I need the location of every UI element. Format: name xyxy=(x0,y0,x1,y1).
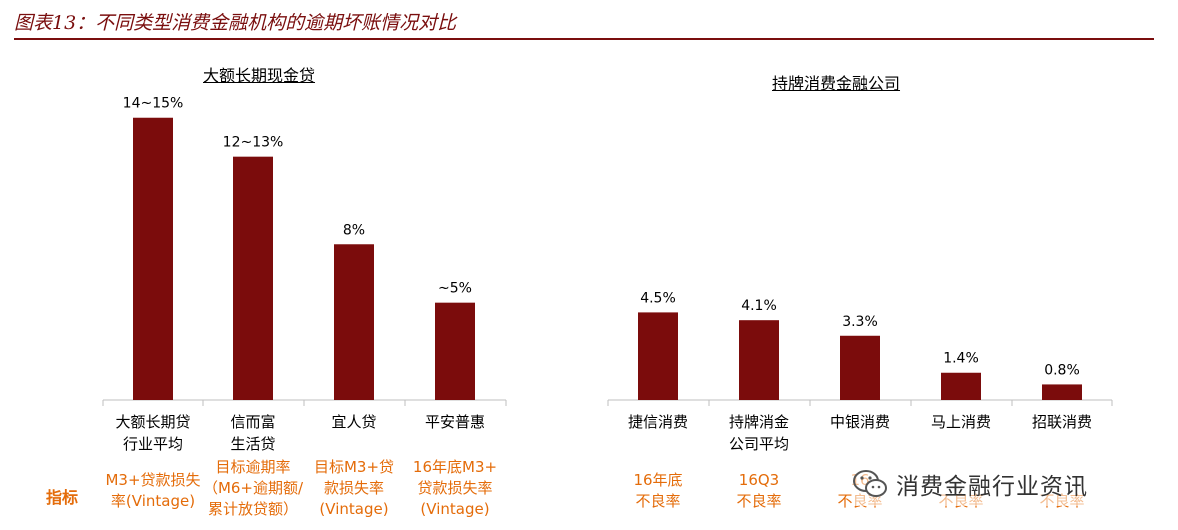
bar-8 xyxy=(1042,384,1082,400)
bar-2 xyxy=(334,244,374,400)
wechat-icon xyxy=(852,469,888,499)
data-label-5: 4.1% xyxy=(741,298,777,314)
category-label-8-0: 招联消费 xyxy=(1032,413,1092,431)
category-label-4-0: 捷信消费 xyxy=(628,413,688,431)
category-label-0-1: 行业平均 xyxy=(123,435,183,453)
data-label-7: 1.4% xyxy=(943,351,979,367)
indicator-row-label: 指标 xyxy=(46,488,79,507)
data-label-6: 3.3% xyxy=(842,314,878,330)
indicator-label-5-1: 不良率 xyxy=(736,492,781,510)
indicator-label-2-0: 目标M3+贷 xyxy=(314,458,394,476)
bar-1 xyxy=(233,156,273,400)
indicator-label-1-0: 目标逾期率 xyxy=(215,458,290,476)
indicator-label-2-1: 款损失率 xyxy=(324,479,384,497)
indicator-label-2-2: (Vintage) xyxy=(319,500,388,518)
indicator-label-3-2: (Vintage) xyxy=(420,500,489,518)
indicator-label-0-1: 率(Vintage) xyxy=(111,492,195,510)
watermark-text: 消费金融行业资讯 xyxy=(896,474,1088,500)
category-label-5-1: 公司平均 xyxy=(729,435,789,453)
chart-title: 图表13：不同类型消费金融机构的逾期坏账情况对比 xyxy=(14,12,457,34)
bar-5 xyxy=(739,320,779,400)
category-label-5-0: 持牌消金 xyxy=(729,413,789,431)
indicator-label-1-2: 累计放贷额） xyxy=(208,500,298,518)
group-title-licensed-consumer-finance: 持牌消费金融公司 xyxy=(772,74,901,93)
indicator-label-1-1: （M6+逾期额/ xyxy=(203,479,304,497)
indicator-label-5-0: 16Q3 xyxy=(739,471,779,489)
data-label-8: 0.8% xyxy=(1044,362,1080,378)
category-label-0-0: 大额长期贷 xyxy=(115,413,190,431)
category-label-1-1: 生活贷 xyxy=(230,435,275,453)
category-label-2-0: 宜人贷 xyxy=(331,413,376,431)
indicator-label-4-1: 不良率 xyxy=(635,492,680,510)
data-label-2: 8% xyxy=(343,222,365,238)
data-label-0: 14~15% xyxy=(123,96,184,112)
bar-4 xyxy=(638,312,678,400)
category-label-7-0: 马上消费 xyxy=(931,413,991,431)
group-title-cash-loan: 大额长期现金贷 xyxy=(203,66,316,85)
category-label-3-0: 平安普惠 xyxy=(425,413,485,431)
category-label-6-0: 中银消费 xyxy=(830,413,890,431)
bar-7 xyxy=(941,372,981,400)
data-label-1: 12~13% xyxy=(223,135,284,151)
title-rule xyxy=(14,38,1154,40)
data-label-4: 4.5% xyxy=(640,290,676,306)
indicator-label-3-1: 贷款损失率 xyxy=(417,479,492,497)
indicator-label-0-0: M3+贷款损失 xyxy=(105,471,200,489)
indicator-label-4-0: 16年底 xyxy=(633,471,682,489)
bar-3 xyxy=(435,302,475,400)
bar-0 xyxy=(133,117,173,400)
category-label-1-0: 信而富 xyxy=(230,413,275,431)
data-label-3: ~5% xyxy=(438,281,472,297)
bar-6 xyxy=(840,335,880,400)
indicator-label-3-0: 16年底M3+ xyxy=(413,458,497,476)
watermark: 消费金融行业资讯 xyxy=(852,462,1152,506)
